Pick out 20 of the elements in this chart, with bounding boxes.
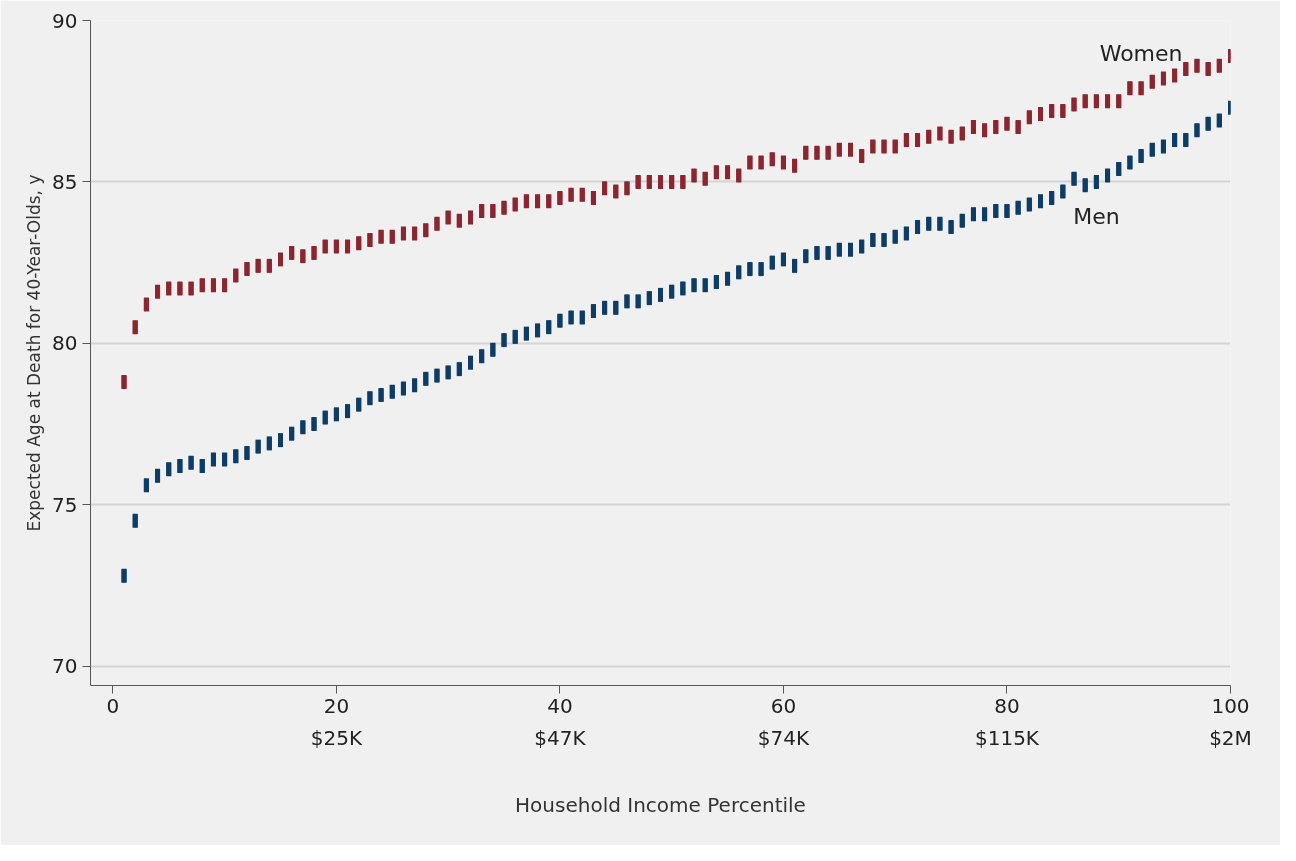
text: $25K [310, 725, 363, 750]
text: $47K [534, 725, 587, 750]
y-tick-label: 70 [52, 654, 78, 679]
y-tick-label: 75 [52, 492, 78, 517]
x-axis-title: Household Income Percentile [515, 792, 806, 817]
text: $115K [974, 725, 1040, 750]
series-label: Women [1099, 41, 1183, 67]
text: $2M [1209, 725, 1252, 750]
x-tick-label: 20 [323, 693, 350, 718]
y-tick-label: 85 [52, 169, 78, 194]
y-tick-label: 90 [52, 8, 78, 33]
y-tick-label: 80 [52, 331, 78, 356]
x-tick-label: 60 [770, 693, 797, 718]
x-tick-label: 80 [994, 693, 1020, 718]
x-tick-label: 40 [547, 693, 573, 718]
series-label: Men [1073, 203, 1120, 229]
x-tick-label: 0 [106, 693, 120, 718]
x-tick-label: 100 [1211, 693, 1250, 718]
text: $74K [757, 725, 810, 750]
y-axis-title: Expected Age at Death for 40-Year-Olds, y [24, 174, 45, 532]
